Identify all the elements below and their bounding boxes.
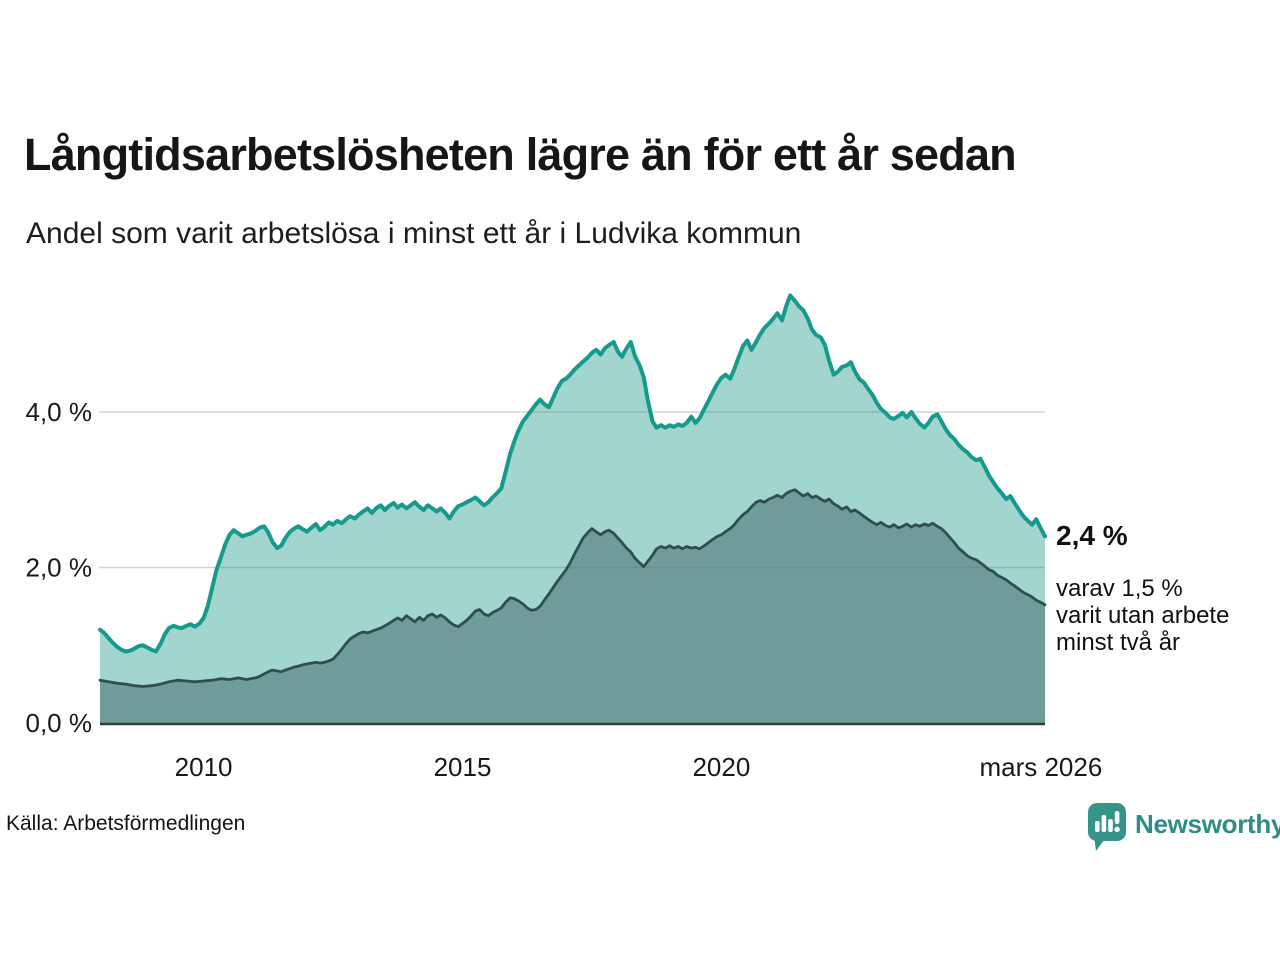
end-value-annotation: 2,4 % varav 1,5 % varit utan arbete mins…: [1056, 520, 1229, 656]
detail-line-3: minst två år: [1056, 628, 1181, 656]
y-tick-label: 4,0 %: [26, 397, 93, 427]
total-unemployment-line: [98, 293, 1047, 654]
y-tick-label: 0,0 %: [26, 708, 93, 738]
page-title: Långtidsarbetslösheten lägre än för ett …: [24, 129, 1017, 180]
newsworthy-logo-icon: [1088, 803, 1126, 851]
newsworthy-branding: Newsworthy: [1088, 803, 1280, 852]
end-value-label: 2,4 %: [1056, 520, 1128, 551]
newsworthy-wordmark: Newsworthy: [1135, 809, 1280, 839]
two-year-unemployment-line: [98, 488, 1047, 688]
x-tick-label: 2010: [175, 752, 233, 782]
source-attribution: Källa: Arbetsförmedlingen: [6, 812, 246, 835]
detail-line-1: varav 1,5 %: [1056, 574, 1183, 602]
page-subtitle: Andel som varit arbetslösa i minst ett å…: [26, 217, 802, 250]
x-tick-label: 2015: [434, 752, 492, 782]
x-tick-label: mars 2026: [979, 752, 1102, 782]
y-tick-label: 2,0 %: [26, 553, 93, 583]
end-value-detail: varav 1,5 % varit utan arbete minst två …: [1056, 575, 1229, 656]
x-tick-label: 2020: [692, 752, 750, 782]
detail-line-2: varit utan arbete: [1056, 601, 1230, 629]
two-year-unemployment-area: [100, 489, 1045, 723]
